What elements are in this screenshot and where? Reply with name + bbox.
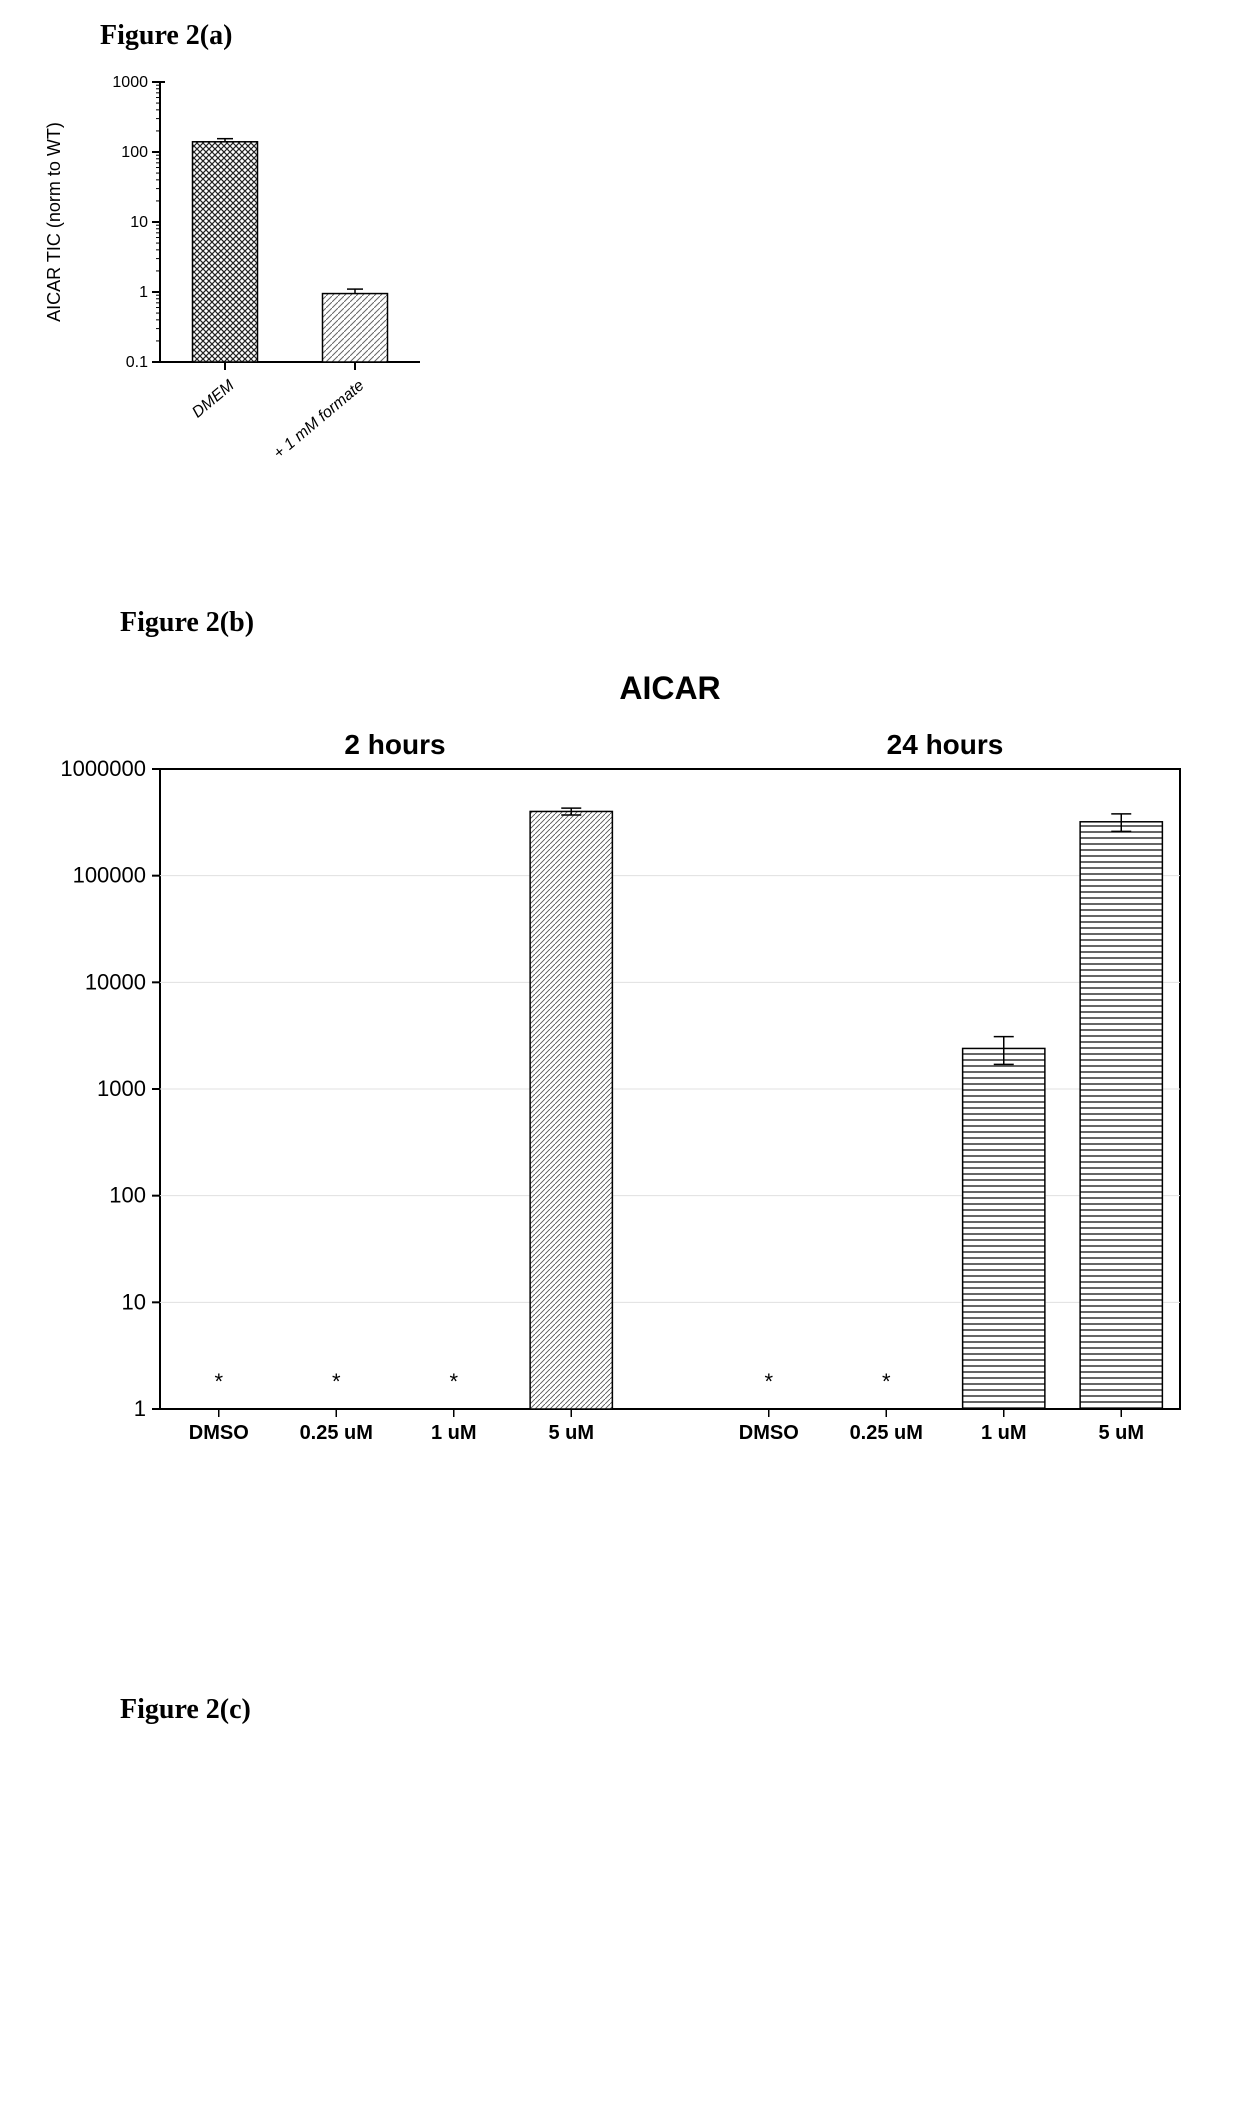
svg-text:24 hours: 24 hours [887,729,1004,760]
figure-2a: Figure 2(a) 0.1 1 10 100 1000 AICAR TIC (norm… [20,20,1240,547]
svg-text:100000: 100000 [73,863,146,888]
svg-text:DMEM: DMEM [189,377,238,422]
svg-text:5 uM: 5 uM [548,1422,594,1444]
svg-text:*: * [214,1369,223,1394]
figure-2a-label: Figure 2(a) [100,20,1240,52]
svg-text:10000: 10000 [85,969,146,994]
svg-text:*: * [882,1369,891,1394]
svg-text:AICAR TIC (norm to WT): AICAR TIC (norm to WT) [44,122,64,322]
svg-text:10: 10 [122,1289,146,1314]
svg-text:AICAR: AICAR [619,670,720,706]
figure-2c-label: Figure 2(c) [120,1694,1240,1726]
svg-text:0.25 uM: 0.25 uM [300,1422,373,1444]
svg-text:1000: 1000 [97,1076,146,1101]
svg-text:1 uM: 1 uM [981,1422,1027,1444]
svg-text:DMSO: DMSO [739,1422,799,1444]
figure-2c: Figure 2(c) [20,1694,1240,1726]
svg-text:0.25 uM: 0.25 uM [850,1422,923,1444]
svg-text:100: 100 [109,1183,146,1208]
svg-text:*: * [449,1369,458,1394]
svg-text:DMSO: DMSO [189,1422,249,1444]
svg-text:1000000: 1000000 [60,756,146,781]
svg-text:100: 100 [121,144,148,161]
svg-text:5 uM: 5 uM [1098,1422,1144,1444]
chart-2a-svg: 0.1 1 10 100 1000 AICAR TIC (norm to WT) DMEM +… [20,62,500,542]
chart-2b-svg: AICAR 1 10 100 1000 10000 100000 1000000 2 hours… [20,649,1220,1549]
svg-text:1: 1 [139,284,148,301]
svg-text:+ 1 mM formate: + 1 mM formate [270,377,367,462]
svg-text:*: * [332,1369,341,1394]
svg-text:*: * [764,1369,773,1394]
svg-text:2 hours: 2 hours [344,729,445,760]
svg-text:0.1: 0.1 [126,354,148,371]
figure-2b: Figure 2(b) AICAR 1 10 100 1000 10000 100000 10… [20,607,1240,1554]
svg-text:1000: 1000 [112,74,148,91]
figure-2b-label: Figure 2(b) [120,607,1240,639]
svg-text:10: 10 [130,214,148,231]
svg-text:1 uM: 1 uM [431,1422,477,1444]
svg-text:1: 1 [134,1396,146,1421]
